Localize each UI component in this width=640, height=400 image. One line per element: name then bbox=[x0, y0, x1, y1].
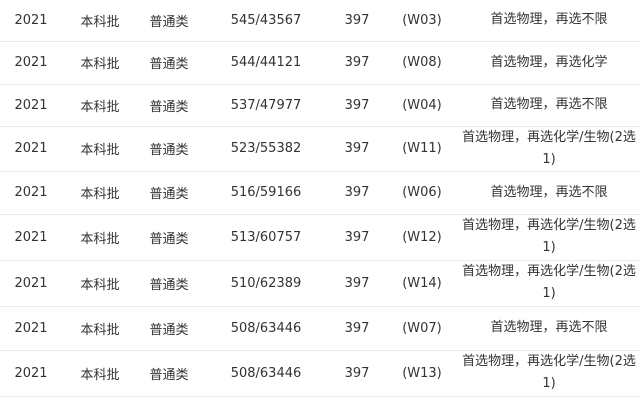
code-cell: (W12) bbox=[382, 214, 462, 261]
subjects-cell: 首选物理，再选化学/生物(2选1) bbox=[462, 260, 636, 307]
subjects-cell: 首选物理，再选不限 bbox=[462, 306, 632, 351]
spacer bbox=[632, 0, 640, 42]
count-cell: 397 bbox=[332, 171, 382, 215]
batch-cell: 本科批 bbox=[62, 41, 138, 85]
count-cell: 397 bbox=[332, 260, 382, 307]
code-cell: (W04) bbox=[382, 84, 462, 127]
count-cell: 397 bbox=[332, 214, 382, 261]
code-cell: (W13) bbox=[382, 350, 462, 397]
subjects-text: 首选物理，再选不限 bbox=[490, 184, 608, 200]
type-cell: 普通类 bbox=[138, 214, 200, 261]
year-cell: 2021 bbox=[0, 350, 62, 397]
count-cell: 397 bbox=[332, 41, 382, 85]
spacer bbox=[632, 84, 640, 127]
year-cell: 2021 bbox=[0, 260, 62, 307]
table-row: 2021 本科批 普通类 508/63446 397 (W07) 首选物理，再选不限 bbox=[0, 306, 640, 351]
subjects-text: 首选物理，再选化学/生物(2选1) bbox=[462, 264, 636, 301]
subjects-text: 首选物理，再选化学 bbox=[490, 54, 608, 70]
year-cell: 2021 bbox=[0, 84, 62, 127]
subjects-text: 首选物理，再选不限 bbox=[490, 320, 608, 335]
code-cell: (W14) bbox=[382, 260, 462, 307]
table-row: 2021 本科批 普通类 545/43567 397 (W03) 首选物理，再选不限 bbox=[0, 0, 640, 42]
spacer bbox=[632, 306, 640, 351]
table-row: 2021 本科批 普通类 544/44121 397 (W08) 首选物理，再选化学 bbox=[0, 41, 640, 85]
batch-cell: 本科批 bbox=[62, 260, 138, 307]
subjects-cell: 首选物理，再选化学/生物(2选1) bbox=[462, 126, 636, 172]
score-rank-cell: 510/62389 bbox=[200, 260, 332, 307]
type-cell: 普通类 bbox=[138, 41, 200, 85]
subjects-text: 首选物理，再选化学/生物(2选1) bbox=[462, 354, 636, 391]
subjects-text: 首选物理，再选不限 bbox=[490, 12, 608, 28]
spacer bbox=[632, 41, 640, 85]
subjects-cell: 首选物理，再选化学/生物(2选1) bbox=[462, 350, 636, 397]
score-rank-cell: 508/63446 bbox=[200, 306, 332, 351]
table-row: 2021 本科批 普通类 537/47977 397 (W04) 首选物理，再选不限 bbox=[0, 84, 640, 127]
type-cell: 普通类 bbox=[138, 84, 200, 127]
batch-cell: 本科批 bbox=[62, 214, 138, 261]
year-cell: 2021 bbox=[0, 214, 62, 261]
count-cell: 397 bbox=[332, 126, 382, 172]
subjects-text: 首选物理，再选不限 bbox=[490, 97, 608, 112]
score-rank-cell: 523/55382 bbox=[200, 126, 332, 172]
score-rank-cell: 516/59166 bbox=[200, 171, 332, 215]
score-rank-cell: 508/63446 bbox=[200, 350, 332, 397]
batch-cell: 本科批 bbox=[62, 84, 138, 127]
year-cell: 2021 bbox=[0, 171, 62, 215]
batch-cell: 本科批 bbox=[62, 171, 138, 215]
count-cell: 397 bbox=[332, 306, 382, 351]
table-row: 2021 本科批 普通类 523/55382 397 (W11) 首选物理，再选化学/生物(… bbox=[0, 126, 640, 172]
score-rank-cell: 545/43567 bbox=[200, 0, 332, 42]
subjects-cell: 首选物理，再选化学/生物(2选1) bbox=[462, 214, 636, 261]
spacer bbox=[632, 260, 640, 307]
type-cell: 普通类 bbox=[138, 171, 200, 215]
score-rank-cell: 537/47977 bbox=[200, 84, 332, 127]
code-cell: (W07) bbox=[382, 306, 462, 351]
count-cell: 397 bbox=[332, 0, 382, 42]
type-cell: 普通类 bbox=[138, 126, 200, 172]
score-rank-cell: 513/60757 bbox=[200, 214, 332, 261]
code-cell: (W03) bbox=[382, 0, 462, 42]
code-cell: (W11) bbox=[382, 126, 462, 172]
table-row: 2021 本科批 普通类 516/59166 397 (W06) 首选物理，再选不限 bbox=[0, 171, 640, 215]
year-cell: 2021 bbox=[0, 0, 62, 42]
type-cell: 普通类 bbox=[138, 0, 200, 42]
count-cell: 397 bbox=[332, 350, 382, 397]
type-cell: 普通类 bbox=[138, 350, 200, 397]
batch-cell: 本科批 bbox=[62, 306, 138, 351]
batch-cell: 本科批 bbox=[62, 350, 138, 397]
batch-cell: 本科批 bbox=[62, 0, 138, 42]
type-cell: 普通类 bbox=[138, 306, 200, 351]
subjects-cell: 首选物理，再选不限 bbox=[462, 0, 632, 42]
score-rank-cell: 544/44121 bbox=[200, 41, 332, 85]
year-cell: 2021 bbox=[0, 126, 62, 172]
table-row: 2021 本科批 普通类 513/60757 397 (W12) 首选物理，再选化学/生物(… bbox=[0, 214, 640, 261]
year-cell: 2021 bbox=[0, 306, 62, 351]
table-row: 2021 本科批 普通类 508/63446 397 (W13) 首选物理，再选化学/生物(… bbox=[0, 350, 640, 397]
code-cell: (W06) bbox=[382, 171, 462, 215]
count-cell: 397 bbox=[332, 84, 382, 127]
spacer bbox=[632, 214, 640, 261]
subjects-cell: 首选物理，再选不限 bbox=[462, 171, 632, 215]
type-cell: 普通类 bbox=[138, 260, 200, 307]
spacer bbox=[632, 350, 640, 397]
year-cell: 2021 bbox=[0, 41, 62, 85]
subjects-text: 首选物理，再选化学/生物(2选1) bbox=[462, 218, 636, 255]
subjects-text: 首选物理，再选化学/生物(2选1) bbox=[462, 129, 636, 167]
code-cell: (W08) bbox=[382, 41, 462, 85]
spacer bbox=[632, 171, 640, 215]
subjects-cell: 首选物理，再选不限 bbox=[462, 84, 632, 127]
table-row: 2021 本科批 普通类 510/62389 397 (W14) 首选物理，再选化学/生物(… bbox=[0, 260, 640, 307]
subjects-cell: 首选物理，再选化学 bbox=[462, 41, 632, 85]
batch-cell: 本科批 bbox=[62, 126, 138, 172]
spacer bbox=[632, 126, 640, 172]
